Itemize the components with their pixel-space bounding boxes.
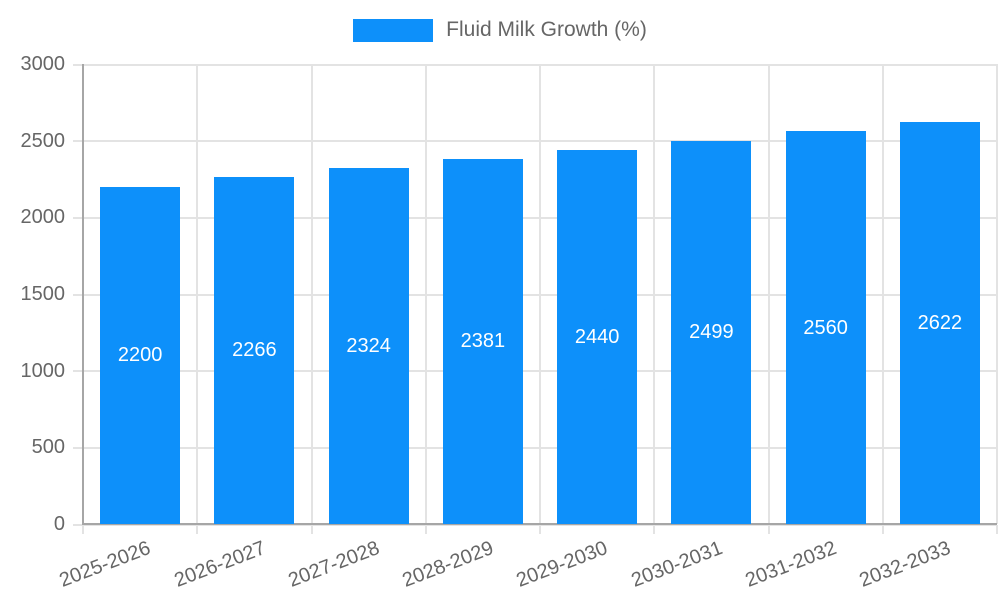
x-tick-label: 2025-2026 [56, 537, 155, 592]
legend: Fluid Milk Growth (%) [0, 18, 1000, 42]
y-tick-label: 1000 [20, 359, 66, 382]
y-tick-label: 2000 [20, 206, 66, 229]
y-tick-mark [73, 140, 83, 143]
x-tick-mark [767, 525, 770, 534]
bar[interactable] [100, 186, 181, 524]
x-tick-mark [82, 525, 84, 534]
bar[interactable] [785, 131, 866, 524]
bar[interactable] [214, 176, 295, 524]
x-tick-mark [424, 525, 427, 534]
bar[interactable] [671, 140, 752, 524]
y-axis-line [82, 64, 84, 525]
x-tick-label: 2028-2029 [399, 537, 497, 592]
y-tick-mark [73, 63, 83, 66]
bar[interactable] [328, 167, 409, 524]
v-gridline [539, 64, 541, 524]
x-tick-mark [653, 525, 656, 534]
x-tick-mark [539, 525, 541, 534]
y-tick-label: 2500 [20, 129, 66, 152]
bar-value-label: 2381 [460, 330, 506, 353]
v-gridline [424, 64, 427, 524]
bar-value-label: 2200 [117, 344, 163, 367]
x-tick-label: 2027-2028 [285, 537, 383, 592]
x-tick-label: 2032-2033 [856, 537, 954, 592]
x-tick-label: 2029-2030 [513, 537, 612, 592]
y-tick-mark [73, 446, 83, 449]
x-tick-label: 2031-2032 [742, 537, 840, 592]
y-tick-mark [73, 523, 83, 526]
y-tick-label: 1500 [20, 283, 66, 305]
x-tick-mark [881, 525, 884, 534]
bar-value-label: 2440 [574, 325, 620, 348]
legend-swatch [353, 18, 434, 42]
y-tick-mark [73, 293, 83, 296]
bar[interactable] [899, 121, 980, 524]
v-gridline [310, 64, 313, 524]
legend-label: Fluid Milk Growth (%) [446, 18, 647, 41]
y-tick-label: 500 [31, 436, 65, 459]
y-tick-mark [73, 216, 83, 219]
v-gridline [767, 64, 770, 524]
bar[interactable] [442, 158, 523, 524]
x-tick-mark [996, 525, 998, 534]
x-tick-mark [196, 525, 199, 534]
y-tick-label: 3000 [20, 53, 66, 75]
v-gridline [996, 64, 998, 524]
x-tick-label: 2026-2027 [171, 537, 269, 592]
bar-value-label: 2560 [803, 316, 848, 339]
x-axis-line [83, 523, 997, 525]
x-tick-label: 2030-2031 [628, 537, 726, 592]
bar[interactable] [557, 149, 638, 524]
legend-item[interactable]: Fluid Milk Growth (%) [353, 18, 647, 42]
bar-value-label: 2499 [689, 321, 734, 344]
v-gridline [653, 64, 656, 524]
v-gridline [881, 64, 884, 524]
x-tick-mark [310, 525, 313, 534]
bar-value-label: 2622 [917, 311, 963, 334]
y-tick-label: 0 [53, 513, 65, 535]
y-tick-mark [73, 370, 83, 373]
v-gridline [196, 64, 199, 524]
bar-value-label: 2266 [232, 339, 277, 362]
bar-value-label: 2324 [346, 334, 391, 357]
